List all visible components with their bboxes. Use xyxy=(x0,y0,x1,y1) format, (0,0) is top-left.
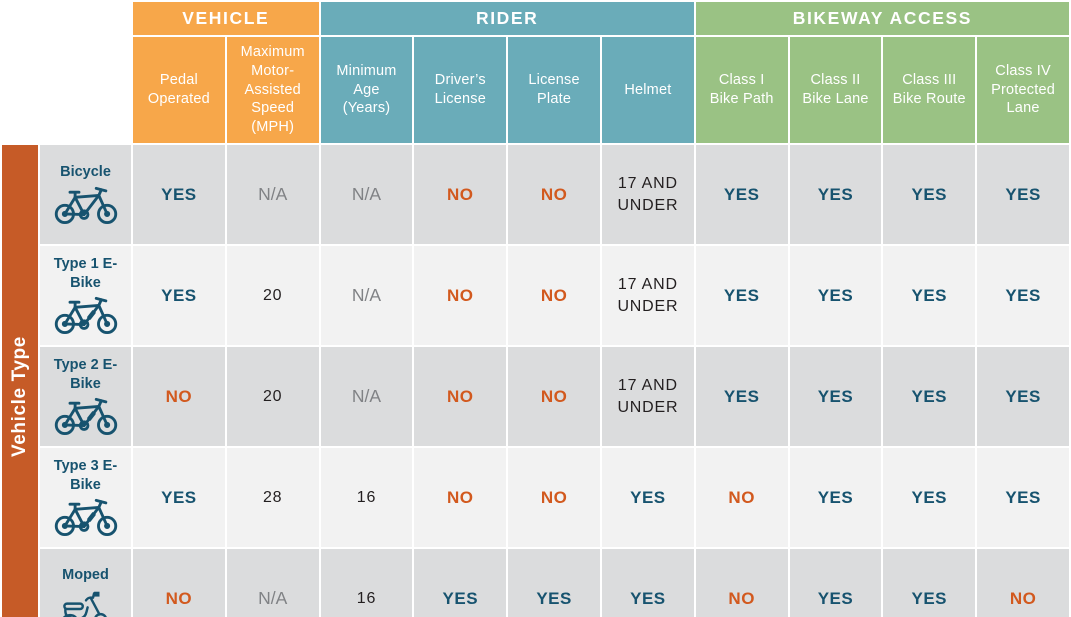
column-header-pedal-operated: Pedal Operated xyxy=(133,37,225,143)
cell-type-2-e-bike-class-ii-bike-lane: YES xyxy=(789,347,882,446)
cell-bicycle-class-iii-bike-route: YES xyxy=(883,145,976,244)
ebike-icon xyxy=(54,294,118,336)
cell-bicycle-driver-s-license: NO xyxy=(414,145,507,244)
cell-type-1-e-bike-helmet: 17 AND UNDER xyxy=(601,246,694,345)
column-header-class-i-bike-path: Class I Bike Path xyxy=(695,37,788,143)
column-header-class-iv-protected-lane: Class IV Protected Lane xyxy=(977,37,1069,143)
cell-type-2-e-bike-minimum-age-years: N/A xyxy=(320,347,413,446)
table-row-type-3-e-bike: Type 3 E-Bike YES 28 16 NO NO YES NO YES YES YES xyxy=(2,448,1069,547)
column-header-minimum-age-years: Minimum Age (Years) xyxy=(320,37,413,143)
row-label-type-1-e-bike: Type 1 E-Bike xyxy=(40,246,131,345)
cell-type-1-e-bike-driver-s-license: NO xyxy=(414,246,507,345)
cell-type-3-e-bike-class-i-bike-path: NO xyxy=(695,448,788,547)
cell-type-3-e-bike-pedal-operated: YES xyxy=(133,448,225,547)
cell-bicycle-class-iv-protected-lane: YES xyxy=(977,145,1069,244)
cell-type-3-e-bike-class-iii-bike-route: YES xyxy=(883,448,976,547)
cell-bicycle-helmet: 17 AND UNDER xyxy=(601,145,694,244)
cell-bicycle-class-i-bike-path: YES xyxy=(695,145,788,244)
cell-type-3-e-bike-license-plate: NO xyxy=(508,448,600,547)
row-label-type-2-e-bike: Type 2 E-Bike xyxy=(40,347,131,446)
cell-type-1-e-bike-class-iii-bike-route: YES xyxy=(883,246,976,345)
cell-type-1-e-bike-pedal-operated: YES xyxy=(133,246,225,345)
cell-moped-pedal-operated: NO xyxy=(133,549,225,617)
cell-type-2-e-bike-helmet: 17 AND UNDER xyxy=(601,347,694,446)
group-header-vehicle: VEHICLE xyxy=(133,2,319,35)
cell-moped-class-ii-bike-lane: YES xyxy=(789,549,882,617)
column-header-helmet: Helmet xyxy=(601,37,694,143)
bicycle-icon xyxy=(54,184,118,226)
cell-bicycle-minimum-age-years: N/A xyxy=(320,145,413,244)
cell-type-1-e-bike-class-ii-bike-lane: YES xyxy=(789,246,882,345)
row-label-bicycle: Bicycle xyxy=(40,145,131,244)
cell-moped-driver-s-license: YES xyxy=(414,549,507,617)
group-header-rider: RIDER xyxy=(320,2,694,35)
cell-type-3-e-bike-minimum-age-years: 16 xyxy=(320,448,413,547)
cell-moped-class-iii-bike-route: YES xyxy=(883,549,976,617)
table-row-type-2-e-bike: Type 2 E-Bike NO 20 N/A NO NO 17 AND UNDER YES Y… xyxy=(2,347,1069,446)
group-header-bikeway-access: BIKEWAY ACCESS xyxy=(695,2,1069,35)
corner-spacer xyxy=(2,2,131,143)
cell-moped-class-i-bike-path: NO xyxy=(695,549,788,617)
cell-type-2-e-bike-class-iii-bike-route: YES xyxy=(883,347,976,446)
cell-type-1-e-bike-class-i-bike-path: YES xyxy=(695,246,788,345)
cell-type-3-e-bike-class-ii-bike-lane: YES xyxy=(789,448,882,547)
column-header-license-plate: License Plate xyxy=(508,37,600,143)
cell-type-2-e-bike-maximum-motor-assisted-speed-mph: 20 xyxy=(226,347,319,446)
cell-type-3-e-bike-class-iv-protected-lane: YES xyxy=(977,448,1069,547)
ebike-icon xyxy=(54,395,118,437)
cell-type-1-e-bike-license-plate: NO xyxy=(508,246,600,345)
column-header-class-ii-bike-lane: Class II Bike Lane xyxy=(789,37,882,143)
cell-type-3-e-bike-maximum-motor-assisted-speed-mph: 28 xyxy=(226,448,319,547)
vehicle-type-sidebar-label: Vehicle Type xyxy=(9,336,30,457)
cell-moped-helmet: YES xyxy=(601,549,694,617)
row-label-type-3-e-bike: Type 3 E-Bike xyxy=(40,448,131,547)
table-row-moped: Moped NO N/A 16 YES YES YES NO YES YES NO xyxy=(2,549,1069,617)
cell-moped-license-plate: YES xyxy=(508,549,600,617)
cell-type-1-e-bike-maximum-motor-assisted-speed-mph: 20 xyxy=(226,246,319,345)
cell-moped-class-iv-protected-lane: NO xyxy=(977,549,1069,617)
row-label-text: Bicycle xyxy=(60,164,111,181)
ebike-icon xyxy=(54,496,118,538)
row-label-moped: Moped xyxy=(40,549,131,617)
row-label-text: Moped xyxy=(62,567,109,584)
cell-type-2-e-bike-license-plate: NO xyxy=(508,347,600,446)
vehicle-type-sidebar: Vehicle Type xyxy=(2,145,38,617)
cell-type-2-e-bike-class-iv-protected-lane: YES xyxy=(977,347,1069,446)
table-row-bicycle: Vehicle Type Bicycle YES N/A N/A NO NO 17 AND U… xyxy=(2,145,1069,617)
cell-type-1-e-bike-class-iv-protected-lane: YES xyxy=(977,246,1069,345)
cell-type-1-e-bike-minimum-age-years: N/A xyxy=(320,246,413,345)
cell-type-2-e-bike-driver-s-license: NO xyxy=(414,347,507,446)
column-header-maximum-motor-assisted-speed-mph: Maximum Motor-Assisted Speed (MPH) xyxy=(226,37,319,143)
cell-bicycle-maximum-motor-assisted-speed-mph: N/A xyxy=(226,145,319,244)
cell-moped-maximum-motor-assisted-speed-mph: N/A xyxy=(226,549,319,617)
row-label-text: Type 2 E-Bike xyxy=(53,357,118,392)
row-label-text: Type 1 E-Bike xyxy=(53,256,118,291)
column-header-class-iii-bike-route: Class III Bike Route xyxy=(883,37,976,143)
cell-bicycle-license-plate: NO xyxy=(508,145,600,244)
table-row-type-1-e-bike: Type 1 E-Bike YES 20 N/A NO NO 17 AND UNDER YES… xyxy=(2,246,1069,345)
cell-moped-minimum-age-years: 16 xyxy=(320,549,413,617)
cell-bicycle-pedal-operated: YES xyxy=(133,145,225,244)
cell-type-3-e-bike-helmet: YES xyxy=(601,448,694,547)
cell-type-3-e-bike-driver-s-license: NO xyxy=(414,448,507,547)
cell-type-2-e-bike-class-i-bike-path: YES xyxy=(695,347,788,446)
moped-icon xyxy=(59,587,113,617)
cell-bicycle-class-ii-bike-lane: YES xyxy=(789,145,882,244)
column-header-driver-s-license: Driver’s License xyxy=(414,37,507,143)
cell-type-2-e-bike-pedal-operated: NO xyxy=(133,347,225,446)
row-label-text: Type 3 E-Bike xyxy=(53,458,118,493)
